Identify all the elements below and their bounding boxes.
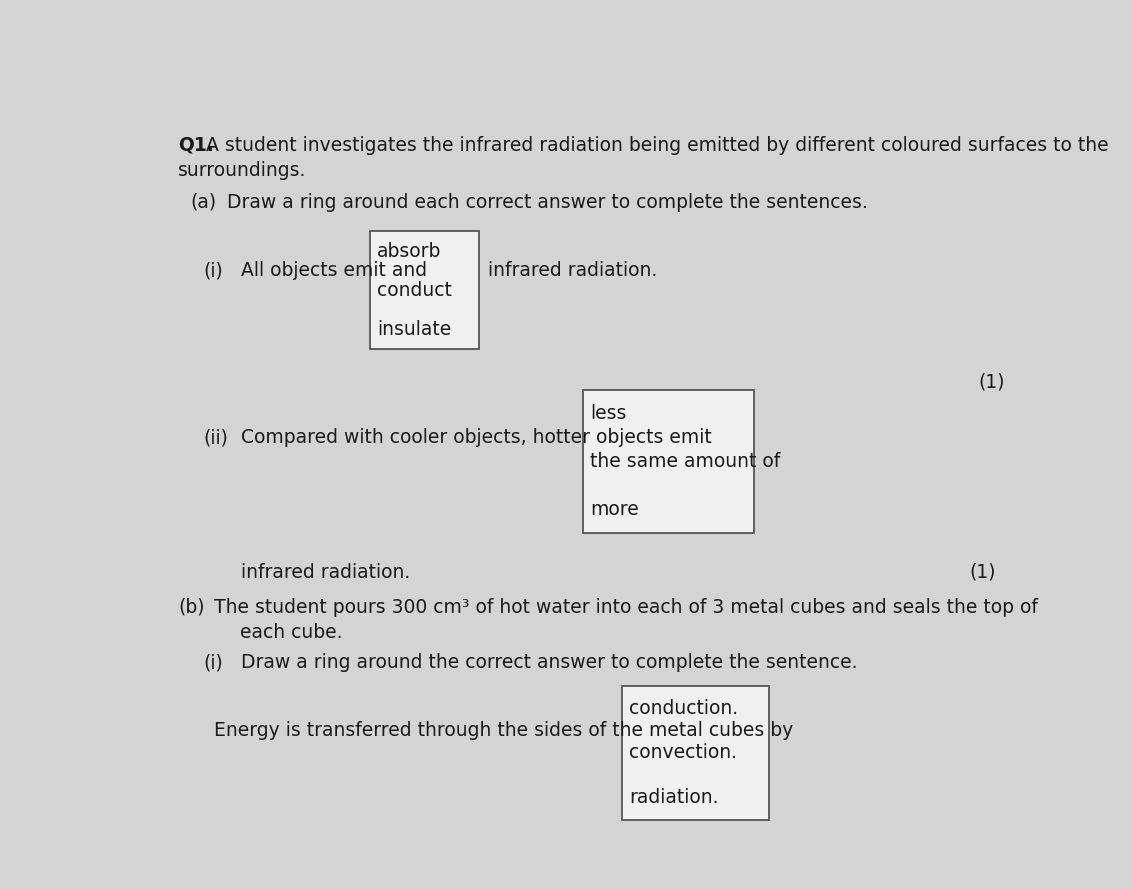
Text: conduction.: conduction. xyxy=(629,699,738,717)
Text: less: less xyxy=(590,404,627,423)
Text: (b): (b) xyxy=(178,598,205,617)
Text: conduct: conduct xyxy=(377,281,452,300)
Text: surroundings.: surroundings. xyxy=(178,161,307,180)
Text: Compared with cooler objects, hotter objects emit: Compared with cooler objects, hotter obj… xyxy=(241,428,711,447)
Text: the same amount of: the same amount of xyxy=(590,453,780,471)
Text: insulate: insulate xyxy=(377,320,452,339)
Text: convection.: convection. xyxy=(629,743,737,762)
Text: Q1.: Q1. xyxy=(178,136,214,155)
Text: The student pours 300 cm³ of hot water into each of 3 metal cubes and seals the : The student pours 300 cm³ of hot water i… xyxy=(214,598,1038,617)
Text: more: more xyxy=(590,500,638,519)
Text: A student investigates the infrared radiation being emitted by different coloure: A student investigates the infrared radi… xyxy=(206,136,1108,155)
Text: (1): (1) xyxy=(969,563,996,581)
Text: Draw a ring around the correct answer to complete the sentence.: Draw a ring around the correct answer to… xyxy=(241,653,857,672)
Text: each cube.: each cube. xyxy=(240,622,342,642)
FancyBboxPatch shape xyxy=(370,231,479,349)
FancyBboxPatch shape xyxy=(583,390,754,533)
Text: (i): (i) xyxy=(204,261,223,280)
Text: All objects emit and: All objects emit and xyxy=(241,261,427,280)
Text: infrared radiation.: infrared radiation. xyxy=(488,261,658,280)
Text: radiation.: radiation. xyxy=(629,788,719,807)
Text: infrared radiation.: infrared radiation. xyxy=(241,563,410,581)
Text: (1): (1) xyxy=(978,372,1005,391)
Text: (ii): (ii) xyxy=(204,428,229,447)
Text: (i): (i) xyxy=(204,653,223,672)
Text: Draw a ring around each correct answer to complete the sentences.: Draw a ring around each correct answer t… xyxy=(226,193,867,212)
FancyBboxPatch shape xyxy=(621,685,770,820)
Text: Energy is transferred through the sides of the metal cubes by: Energy is transferred through the sides … xyxy=(214,721,794,740)
Text: (a): (a) xyxy=(190,193,216,212)
Text: absorb: absorb xyxy=(377,242,441,260)
